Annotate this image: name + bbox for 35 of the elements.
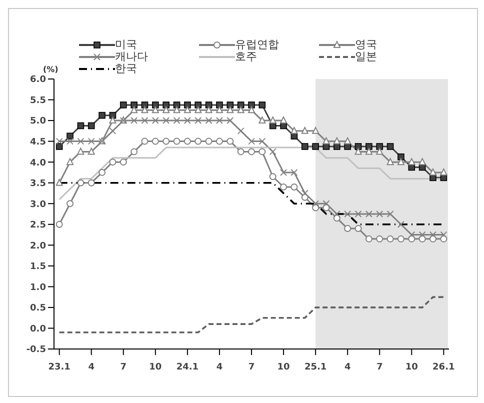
x-tick-label: 10 [277, 362, 290, 372]
legend-label: 유럽연합 [235, 38, 279, 52]
y-tick-label: 3.0 [30, 200, 46, 210]
x-tick-label: 25.1 [304, 362, 327, 372]
legend-label: 호주 [235, 50, 257, 64]
legend-label: 일본 [355, 50, 377, 64]
y-tick-label: 0.0 [30, 324, 46, 334]
x-tick-label: 4 [216, 362, 223, 372]
legend-label: 캐나다 [115, 50, 148, 64]
y-tick-label: 0.5 [30, 304, 46, 314]
x-tick-label: 7 [120, 362, 127, 372]
legend-label: 영국 [355, 38, 377, 52]
x-tick-label: 10 [149, 362, 162, 372]
y-tick-label: 6.0 [30, 75, 46, 86]
y-tick-label: 5.0 [30, 116, 46, 127]
y-tick-label: -0.5 [26, 345, 46, 356]
legend-label: 한국 [115, 62, 137, 76]
y-tick-label: 5.5 [30, 96, 46, 106]
y-tick-label: 4.0 [30, 158, 46, 168]
x-tick-label: 10 [405, 362, 418, 372]
y-tick-label: 1.5 [30, 262, 46, 272]
y-tick-label: 3.5 [30, 179, 46, 190]
y-tick-label: 2.5 [30, 220, 46, 231]
x-tick-label: 7 [376, 362, 383, 372]
x-tick-label: 4 [88, 362, 94, 372]
x-tick-label: 4 [344, 362, 351, 372]
legend-label: 미국 [115, 38, 137, 52]
y-axis-title: (%) [43, 65, 58, 74]
y-tick-label: 2.0 [30, 241, 46, 252]
x-tick-label: 24.1 [176, 362, 199, 372]
y-tick-label: 4.5 [30, 138, 46, 148]
x-tick-label: 23.1 [48, 362, 70, 372]
x-tick-label: 7 [248, 362, 255, 372]
y-tick-label: 1.0 [30, 282, 46, 293]
x-tick-label: 26.1 [432, 362, 455, 372]
